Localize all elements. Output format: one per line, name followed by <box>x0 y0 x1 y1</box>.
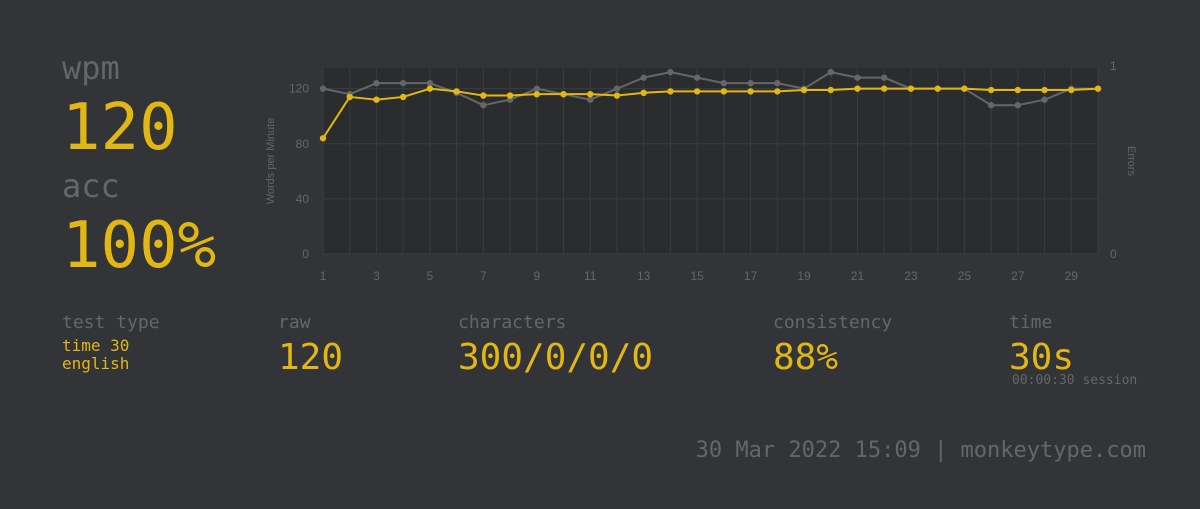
data-point-wpm <box>961 85 968 92</box>
x-tick-label: 23 <box>904 269 918 283</box>
test-type-label: test type <box>62 312 160 333</box>
data-point-wpm <box>613 92 621 99</box>
data-point-wpm <box>640 89 647 96</box>
data-point-raw <box>827 68 834 76</box>
data-point-wpm <box>881 85 888 92</box>
time-label: time <box>1009 312 1053 333</box>
x-tick-label: 9 <box>533 269 540 283</box>
consistency-label: consistency <box>773 312 893 333</box>
data-point-raw <box>693 74 701 81</box>
data-point-raw <box>854 74 861 81</box>
data-point-wpm <box>453 88 460 95</box>
data-point-wpm <box>1041 86 1048 94</box>
footer-date-site: 30 Mar 2022 15:09 | monkeytype.com <box>695 438 1146 463</box>
data-point-wpm <box>1094 85 1102 92</box>
x-tick-label: 25 <box>958 269 972 283</box>
data-point-raw <box>987 102 995 109</box>
y2-tick-label: 1 <box>1110 59 1117 73</box>
x-tick-label: 13 <box>637 269 651 283</box>
data-point-raw <box>399 79 407 87</box>
data-point-wpm <box>987 86 995 94</box>
data-point-wpm <box>667 88 674 95</box>
data-point-raw <box>747 79 754 87</box>
time-value: 30s <box>1009 337 1075 378</box>
raw-value: 120 <box>278 337 344 378</box>
x-tick-label: 27 <box>1011 269 1025 283</box>
x-tick-label: 21 <box>851 269 865 283</box>
data-point-raw <box>720 79 728 87</box>
y-tick-label: 120 <box>289 82 309 96</box>
test-type-mode: time 30 <box>62 336 130 355</box>
y2-axis-label: Errors <box>1125 146 1137 176</box>
data-point-wpm <box>533 90 540 98</box>
data-point-wpm <box>506 92 514 99</box>
data-point-wpm <box>800 86 808 94</box>
data-point-wpm <box>827 86 834 94</box>
y2-tick-label: 0 <box>1110 247 1117 261</box>
data-point-raw <box>667 68 674 76</box>
data-point-wpm <box>426 85 434 92</box>
data-point-wpm <box>1014 86 1022 94</box>
acc-value: 100% <box>62 209 217 283</box>
data-point-wpm <box>747 88 754 95</box>
y-tick-label: 0 <box>302 247 309 261</box>
data-point-wpm <box>907 85 915 92</box>
y-axis-label: Words per Minute <box>265 118 277 205</box>
data-point-raw <box>480 102 487 109</box>
wpm-value: 120 <box>62 91 178 165</box>
data-point-raw <box>587 96 594 103</box>
data-point-wpm <box>346 93 353 101</box>
acc-label: acc <box>62 167 120 205</box>
plot-area <box>323 68 1098 254</box>
series-line-wpm <box>322 87 1099 139</box>
data-point-wpm <box>319 135 327 142</box>
x-tick-label: 29 <box>1065 269 1079 283</box>
data-point-wpm <box>693 88 701 95</box>
session-time: 00:00:30 session <box>1012 373 1138 388</box>
data-point-wpm <box>480 92 487 99</box>
data-point-wpm <box>854 85 861 92</box>
characters-label: characters <box>458 312 567 333</box>
x-tick-label: 7 <box>480 269 487 283</box>
y-tick-label: 80 <box>296 137 310 151</box>
x-tick-label: 17 <box>744 269 758 283</box>
data-point-raw <box>640 74 647 81</box>
x-tick-label: 1 <box>320 269 327 283</box>
test-type-language: english <box>62 354 130 373</box>
data-point-raw <box>533 85 540 92</box>
x-tick-label: 15 <box>690 269 704 283</box>
data-point-raw <box>881 74 888 81</box>
data-point-wpm <box>373 96 380 103</box>
data-point-wpm <box>560 90 567 98</box>
data-point-wpm <box>587 90 594 98</box>
data-point-raw <box>373 79 380 87</box>
data-point-raw <box>1014 102 1022 109</box>
x-tick-label: 19 <box>797 269 811 283</box>
data-point-raw <box>613 85 621 92</box>
x-tick-label: 3 <box>373 269 380 283</box>
data-point-raw <box>319 85 327 92</box>
data-point-wpm <box>399 93 407 101</box>
data-point-raw <box>426 79 434 87</box>
data-point-raw <box>1041 96 1048 103</box>
raw-label: raw <box>278 312 311 333</box>
wpm-label: wpm <box>62 49 120 87</box>
consistency-value: 88% <box>773 337 839 378</box>
x-tick-label: 11 <box>584 269 597 283</box>
data-point-wpm <box>720 88 728 95</box>
y-tick-label: 40 <box>296 192 310 206</box>
data-point-wpm <box>1068 86 1075 94</box>
data-point-raw <box>774 79 781 87</box>
data-point-wpm <box>774 88 781 95</box>
characters-value: 300/0/0/0 <box>458 337 654 378</box>
x-tick-label: 5 <box>427 269 434 283</box>
data-point-wpm <box>934 85 941 92</box>
